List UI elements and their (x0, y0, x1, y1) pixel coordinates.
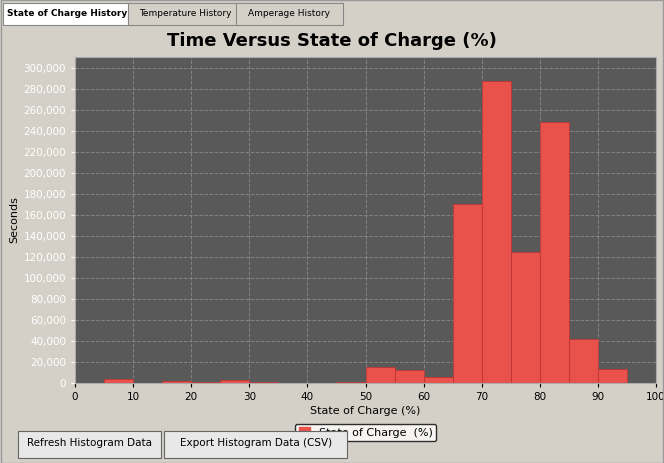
Text: Amperage History: Amperage History (248, 9, 331, 18)
Bar (191, 382, 220, 383)
Bar (162, 381, 191, 383)
Bar (511, 251, 540, 383)
Bar (365, 367, 394, 383)
Bar (424, 377, 453, 383)
Bar (220, 380, 249, 383)
Bar (104, 379, 133, 383)
FancyBboxPatch shape (165, 431, 347, 458)
Bar (569, 339, 598, 383)
Bar (249, 382, 278, 383)
FancyBboxPatch shape (127, 3, 242, 25)
Text: Temperature History: Temperature History (139, 9, 231, 18)
FancyBboxPatch shape (236, 3, 343, 25)
FancyBboxPatch shape (3, 3, 131, 25)
Bar (481, 81, 511, 383)
FancyBboxPatch shape (19, 431, 161, 458)
Text: State of Charge History: State of Charge History (7, 9, 127, 18)
Bar (598, 369, 627, 383)
X-axis label: State of Charge (%): State of Charge (%) (310, 406, 421, 416)
Text: Refresh Histogram Data: Refresh Histogram Data (27, 438, 152, 448)
Y-axis label: Seconds: Seconds (9, 197, 19, 244)
Legend: State of Charge  (%): State of Charge (%) (295, 424, 436, 441)
Bar (337, 382, 365, 383)
Bar (453, 204, 481, 383)
Bar (394, 370, 424, 383)
Bar (540, 122, 569, 383)
Text: Export Histogram Data (CSV): Export Histogram Data (CSV) (179, 438, 332, 448)
Text: Time Versus State of Charge (%): Time Versus State of Charge (%) (167, 32, 497, 50)
